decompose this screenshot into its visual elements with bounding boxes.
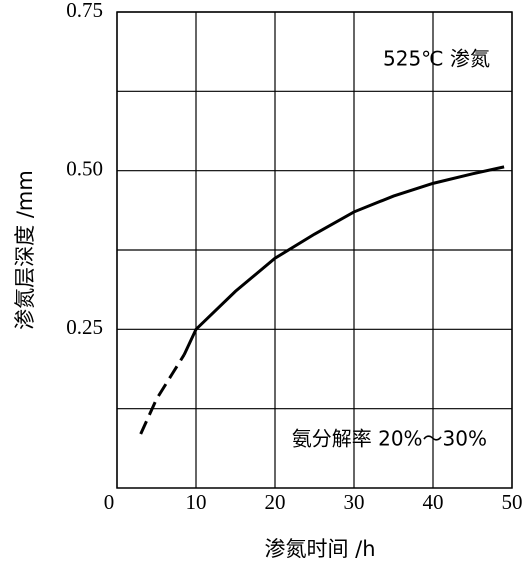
- x-tick-label: 20: [265, 490, 286, 514]
- y-axis-label: 渗氮层深度 /mm: [13, 170, 37, 330]
- x-axis-label: 渗氮时间 /h: [264, 537, 375, 561]
- x-tick-label: 10: [186, 490, 207, 514]
- y-tick-label: 0.25: [66, 315, 103, 339]
- curve: [139, 353, 186, 435]
- y-tick-label: 0.75: [66, 0, 103, 22]
- x-tick-label: 30: [344, 490, 365, 514]
- annotation: 氨分解率 20%～30%: [292, 427, 487, 451]
- x-tick-label: 0: [104, 490, 115, 514]
- y-tick-label: 0.50: [66, 156, 103, 180]
- plot-frame: [116, 11, 513, 489]
- curve: [182, 165, 505, 356]
- x-tick-label: 50: [502, 490, 523, 514]
- x-tick-label: 40: [423, 490, 444, 514]
- annotation: 525℃ 渗氮: [383, 47, 490, 71]
